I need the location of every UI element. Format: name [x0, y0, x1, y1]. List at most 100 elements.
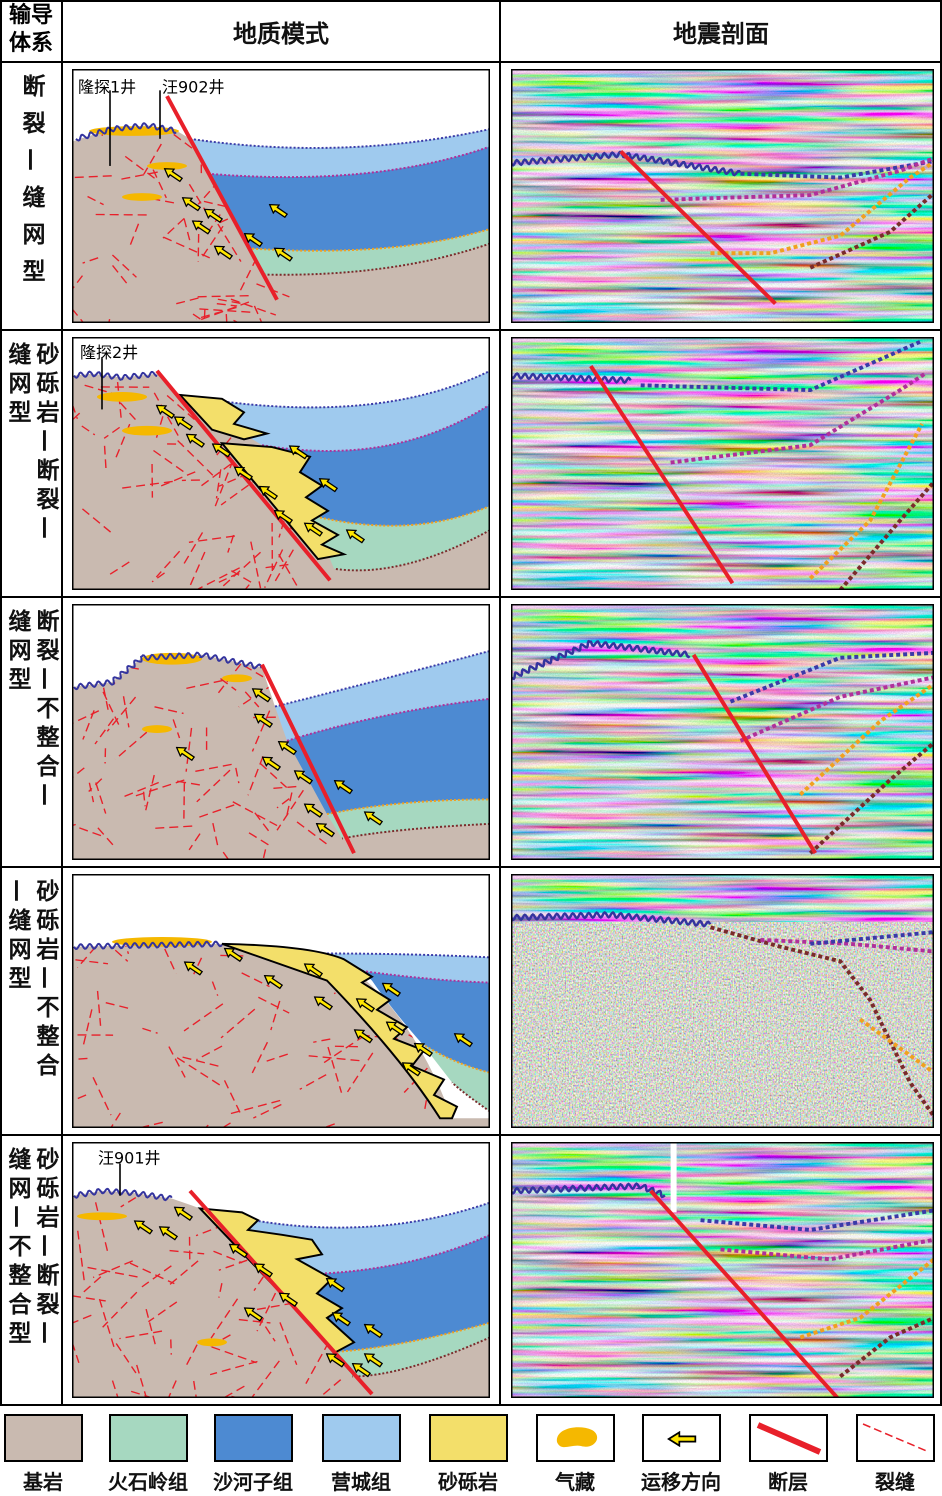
- fault: [589, 364, 735, 585]
- fracture: [177, 780, 204, 787]
- fracture: [81, 425, 96, 436]
- fracture: [133, 779, 185, 797]
- horizon: [808, 741, 934, 855]
- fracture: [87, 1266, 138, 1278]
- well-label: 汪902井: [162, 77, 225, 96]
- row-label-text: 缝网型: [4, 609, 30, 696]
- formation-top: [333, 1321, 490, 1354]
- fracture: [188, 833, 201, 851]
- seismic-texture: [511, 604, 934, 860]
- formation-top: [326, 798, 490, 816]
- fracture: [106, 696, 137, 732]
- row-label-text: 砂砾岩—断裂—: [32, 1147, 58, 1350]
- legend-swatch: [856, 1414, 935, 1462]
- unconformity: [511, 372, 632, 385]
- fracture: [276, 789, 304, 831]
- unconformity: [73, 370, 158, 381]
- fracture: [141, 1265, 172, 1288]
- fracture: [92, 1077, 112, 1116]
- fracture: [217, 298, 244, 305]
- fault: [260, 663, 356, 855]
- fracture: [111, 254, 137, 278]
- fracture: [198, 804, 235, 819]
- unconformity: [511, 639, 691, 681]
- gas-reservoir: [147, 162, 187, 170]
- fracture: [170, 1339, 172, 1355]
- fracture: [88, 782, 95, 803]
- fracture: [199, 308, 251, 313]
- gas-reservoir: [197, 1338, 227, 1347]
- fracture: [162, 217, 185, 239]
- formation: [327, 799, 490, 839]
- fault: [619, 150, 777, 305]
- legend-swatch: [109, 1414, 188, 1462]
- fracture: [215, 469, 222, 499]
- fracture: [184, 1344, 198, 1368]
- fracture: [95, 782, 107, 814]
- fracture: [346, 1052, 374, 1093]
- fracture: [103, 445, 107, 470]
- fracture: [151, 572, 165, 583]
- fracture: [220, 678, 237, 691]
- formation-top: [274, 649, 490, 708]
- fracture: [111, 1380, 125, 1398]
- formation: [208, 146, 490, 251]
- fracture: [200, 301, 250, 321]
- fracture: [115, 1343, 137, 1374]
- fracture: [183, 1003, 224, 1032]
- legend-label: 裂缝: [875, 1470, 915, 1494]
- fracture: [192, 313, 211, 323]
- fracture: [248, 832, 272, 848]
- fracture: [253, 1299, 308, 1311]
- fracture: [211, 981, 219, 996]
- geology-header: 地质模式: [233, 20, 329, 48]
- horizon: [720, 1237, 934, 1262]
- fracture: [72, 1094, 87, 1109]
- fracture: [191, 567, 240, 590]
- gas-reservoir: [222, 674, 252, 683]
- geology-panel: [72, 1142, 490, 1398]
- fracture: [176, 1057, 223, 1087]
- unconformity: [511, 1182, 666, 1199]
- fracture: [223, 1080, 241, 1113]
- fracture: [124, 155, 156, 180]
- formation-top: [311, 505, 490, 527]
- fracture: [195, 294, 249, 298]
- fracture: [120, 171, 158, 180]
- row-label: 断裂—缝网型: [0, 68, 62, 324]
- fracture: [148, 1301, 178, 1323]
- fracture: [82, 710, 95, 740]
- seismic-texture: [511, 337, 934, 590]
- fracture: [185, 727, 193, 772]
- basement: [72, 943, 490, 1128]
- fracture: [169, 1249, 205, 1255]
- row-label-text: 砂砾岩—不整合: [32, 879, 58, 1082]
- row-label: 砂砾岩—不整合 —缝网型: [0, 873, 62, 1129]
- horizon: [808, 423, 924, 580]
- fracture: [103, 426, 121, 439]
- fracture: [188, 183, 206, 211]
- fracture: [182, 676, 237, 690]
- fracture: [114, 949, 129, 962]
- geology-panel: [72, 69, 490, 323]
- fracture: [160, 471, 196, 487]
- fracture: [168, 1046, 186, 1078]
- fracture: [102, 691, 122, 729]
- geology-panel: [72, 337, 490, 590]
- legend-label: 火石岭组: [108, 1470, 188, 1494]
- formation-top: [207, 145, 490, 179]
- fracture: [215, 652, 250, 696]
- formation-base: [451, 1081, 490, 1113]
- gas-reservoir: [142, 725, 172, 733]
- fracture: [279, 1322, 298, 1366]
- fracture: [119, 480, 173, 490]
- fracture: [92, 1260, 133, 1279]
- legend-swatch: [429, 1414, 508, 1462]
- fracture: [80, 1276, 102, 1295]
- fracture: [203, 309, 206, 323]
- fracture: [97, 827, 117, 849]
- fracture: [259, 762, 288, 789]
- fracture: [193, 1380, 201, 1398]
- fracture: [155, 550, 181, 578]
- fracture: [183, 218, 191, 241]
